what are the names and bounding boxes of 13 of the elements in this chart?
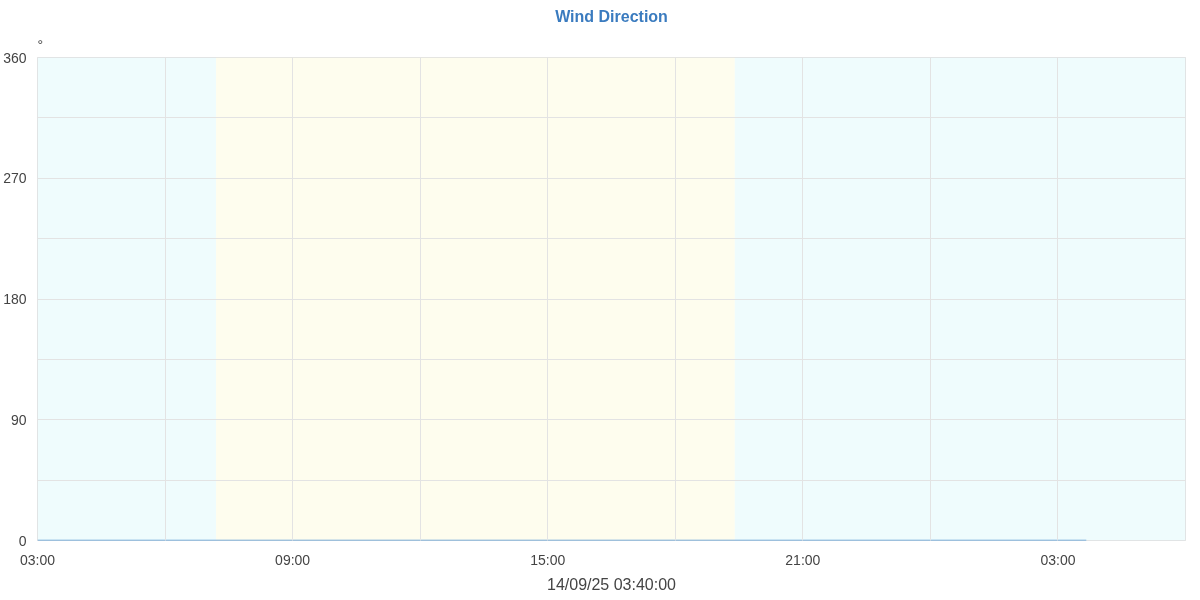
x-axis-title: 14/09/25 03:40:00 bbox=[547, 575, 677, 593]
y-tick-label: 0 bbox=[18, 532, 27, 549]
y-tick-label: 270 bbox=[3, 170, 27, 187]
y-axis-title: ° bbox=[37, 36, 44, 53]
x-tick-label: 09:00 bbox=[275, 551, 311, 568]
y-tick-label: 180 bbox=[3, 291, 27, 307]
x-tick-label: 03:00 bbox=[19, 551, 56, 568]
x-tick-label: 03:00 bbox=[1040, 551, 1076, 568]
chart-title: Wind Direction bbox=[555, 7, 668, 25]
y-tick-label: 90 bbox=[10, 411, 27, 428]
x-tick-label: 15:00 bbox=[530, 551, 566, 568]
x-tick-label: 21:00 bbox=[785, 551, 821, 568]
y-tick-label: 360 bbox=[3, 49, 27, 66]
